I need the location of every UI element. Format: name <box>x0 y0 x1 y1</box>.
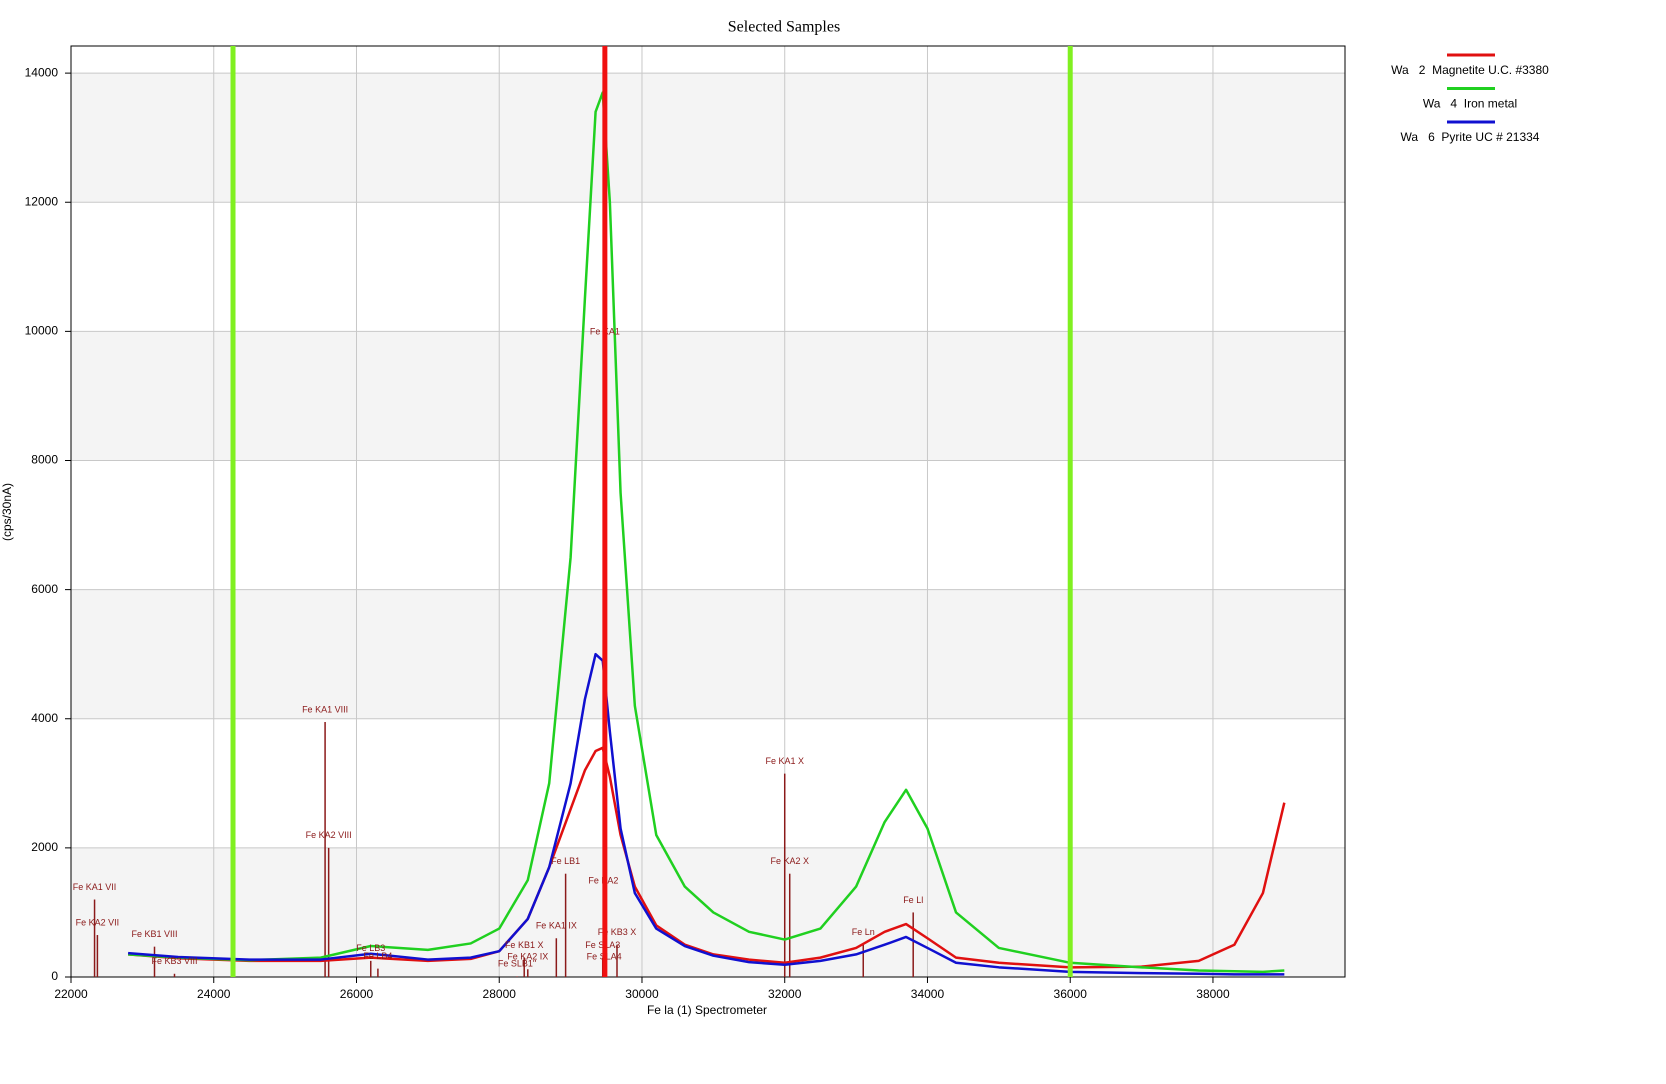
y-tick-label: 14000 <box>25 65 59 79</box>
band <box>71 589 1345 719</box>
x-tick-label: 32000 <box>768 987 802 1001</box>
emission-label: Fe KA2 VIII <box>306 830 352 840</box>
emission-label: Fe KA1 IX <box>536 921 577 931</box>
y-tick-label: 8000 <box>31 453 58 467</box>
band <box>71 73 1345 203</box>
emission-label: Fe KA1 VII <box>73 882 117 892</box>
emission-label: Fe Ll <box>903 895 923 905</box>
emission-label: Fe KB1 X <box>505 940 544 950</box>
x-tick-label: 26000 <box>340 987 374 1001</box>
spectrum-line <box>128 652 1285 976</box>
y-tick-label: 4000 <box>31 711 58 725</box>
emission-label: Fe KB3 VIII <box>151 956 197 966</box>
emission-label: Fe KA2 X <box>770 856 809 866</box>
x-tick-label: 28000 <box>483 987 517 1001</box>
spectrum-line <box>128 746 1286 969</box>
plot-frame <box>70 45 1346 978</box>
y-tick-label: 2000 <box>31 840 58 854</box>
spectrum-line <box>128 91 1285 974</box>
band <box>71 847 1345 977</box>
band <box>71 331 1345 461</box>
y-axis-label: (cps/30nA) <box>0 483 14 541</box>
x-tick-label: 30000 <box>625 987 659 1001</box>
emission-label: Fe KA1 X <box>765 756 804 766</box>
y-tick-label: 12000 <box>25 194 59 208</box>
y-tick-label: 10000 <box>25 324 59 338</box>
x-tick-label: 34000 <box>911 987 945 1001</box>
emission-label: Fe KA1 VIII <box>302 704 348 714</box>
x-tick-label: 38000 <box>1196 987 1230 1001</box>
emission-label: Fe LB1 <box>551 856 580 866</box>
x-tick-label: 24000 <box>197 987 231 1001</box>
emission-label: Fe KB1 VIII <box>131 929 177 939</box>
emission-label: Fe Ln <box>852 927 875 937</box>
y-tick-label: 6000 <box>31 582 58 596</box>
x-axis-label: Fe la (1) Spectrometer <box>647 1003 767 1017</box>
emission-label: Fe KA2 IX <box>507 952 548 962</box>
emission-label: Fe LB4 <box>363 951 392 961</box>
x-tick-label: 36000 <box>1054 987 1088 1001</box>
x-tick-label: 22000 <box>54 987 88 1001</box>
chart-title: Selected Samples <box>728 19 840 36</box>
emission-label: Fe KB3 X <box>598 927 637 937</box>
emission-label: Fe LB3 <box>356 943 385 953</box>
y-tick-label: 0 <box>51 969 58 983</box>
emission-label: Fe KA2 VII <box>76 917 120 927</box>
legend-label: Wa 4 Iron metal <box>1423 97 1517 111</box>
legend-label: Wa 6 Pyrite UC # 21334 <box>1401 130 1540 144</box>
emission-label: Fe SLB1'' <box>498 959 537 969</box>
legend-label: Wa 2 Magnetite U.C. #3380 <box>1391 63 1549 77</box>
